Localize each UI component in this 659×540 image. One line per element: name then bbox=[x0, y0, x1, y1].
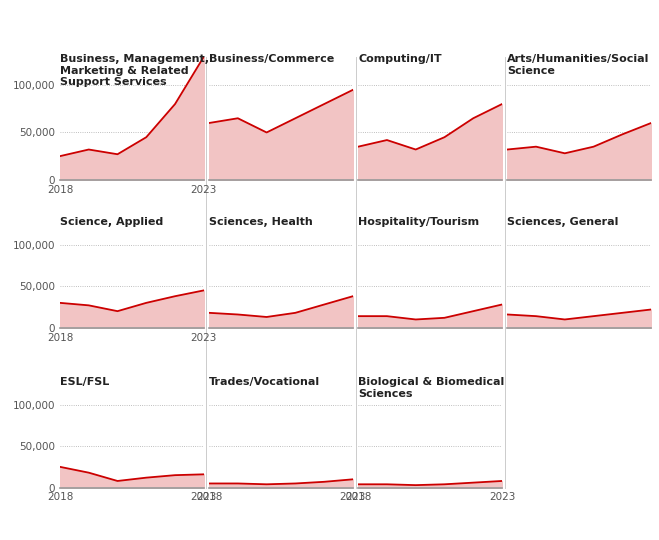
Text: Computing/IT: Computing/IT bbox=[358, 54, 442, 64]
Text: Hospitality/Tourism: Hospitality/Tourism bbox=[358, 217, 479, 227]
Text: Sciences, General: Sciences, General bbox=[507, 217, 619, 227]
Text: Business, Management,
Marketing & Related
Support Services: Business, Management, Marketing & Relate… bbox=[60, 54, 209, 87]
Text: Sciences, Health: Sciences, Health bbox=[209, 217, 313, 227]
Text: Trades/Vocational: Trades/Vocational bbox=[209, 377, 320, 387]
Text: Business/Commerce: Business/Commerce bbox=[209, 54, 334, 64]
Text: Arts/Humanities/Social
Science: Arts/Humanities/Social Science bbox=[507, 54, 650, 76]
Text: Science, Applied: Science, Applied bbox=[60, 217, 163, 227]
Text: Biological & Biomedical
Sciences: Biological & Biomedical Sciences bbox=[358, 377, 504, 399]
Text: ESL/FSL: ESL/FSL bbox=[60, 377, 109, 387]
